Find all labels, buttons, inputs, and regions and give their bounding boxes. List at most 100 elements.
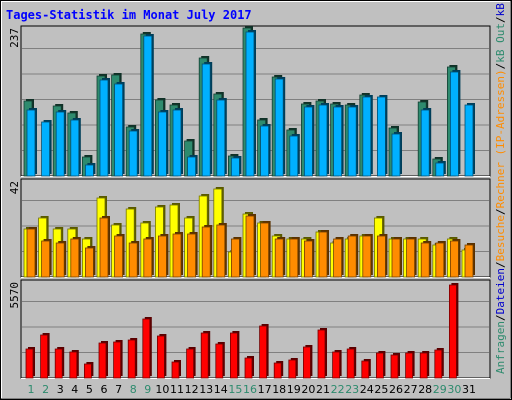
bar-middle-2-day-14 [216, 223, 227, 278]
bar-middle-2-day-1 [26, 227, 37, 278]
bar-top-2-day-11 [172, 108, 183, 177]
x-axis-day-labels: 1 2 3 4 5 6 7 8 9 10 11 12 13 14 15 16 17 18 19 20 21 22 23 24 2… [28, 383, 477, 396]
x-label-day-5: 5 [86, 383, 93, 396]
x-label-day-16: 16 [243, 383, 257, 396]
bar-bottom-3-day-8 [127, 338, 138, 379]
bar-bottom-3-day-27 [405, 351, 415, 379]
bar-top-2-day-14 [216, 98, 227, 177]
x-label-day-10: 10 [155, 383, 169, 396]
bar-top-2-day-18 [274, 77, 286, 177]
bar-bottom-3-day-28 [419, 351, 430, 379]
x-label-day-26: 26 [389, 383, 403, 396]
panel-kbytes-bars [25, 283, 459, 379]
legend-part-5: / [494, 208, 507, 215]
x-label-day-7: 7 [115, 383, 122, 396]
bar-bottom-3-day-22 [332, 350, 342, 379]
bar-bottom-3-day-16 [244, 356, 254, 379]
x-label-day-25: 25 [374, 383, 388, 396]
bar-top-2-day-9 [143, 34, 154, 177]
bar-top-2-day-10 [157, 110, 169, 177]
bar-bottom-3-day-13 [200, 331, 211, 379]
bar-top-2-day-29 [435, 161, 446, 177]
bar-bottom-3-day-1 [25, 347, 35, 379]
bar-bottom-3-day-19 [288, 358, 298, 379]
bar-top-2-day-6 [99, 78, 110, 177]
legend-part-9: / [494, 16, 507, 23]
bar-top-2-day-28 [420, 108, 432, 177]
x-label-day-9: 9 [144, 383, 151, 396]
bar-top-2-day-22 [333, 105, 344, 177]
bar-middle-2-day-17 [260, 221, 271, 278]
legend-part-2: Dateien [494, 268, 507, 314]
bar-middle-2-day-15 [230, 237, 242, 278]
legend-part-8: kB Out [494, 23, 507, 63]
bar-top-2-day-7 [114, 82, 125, 177]
bar-bottom-3-day-18 [273, 361, 284, 379]
bar-top-2-day-23 [347, 105, 359, 177]
x-label-day-23: 23 [345, 383, 359, 396]
bar-bottom-3-day-15 [229, 331, 240, 379]
bar-middle-2-day-30 [449, 239, 461, 278]
bar-top-2-day-17 [260, 124, 271, 177]
bar-middle-2-day-5 [85, 246, 96, 278]
panel-visits-hosts-max-label: 42 [8, 181, 21, 194]
bar-middle-2-day-13 [201, 225, 213, 278]
bar-bottom-3-day-10 [156, 334, 167, 379]
bar-bottom-3-day-26 [390, 353, 400, 379]
bar-bottom-3-day-24 [361, 359, 371, 379]
bar-bottom-3-day-12 [186, 347, 196, 379]
x-label-day-11: 11 [170, 383, 184, 396]
x-label-day-31: 31 [462, 383, 476, 396]
bar-bottom-3-day-21 [317, 328, 327, 379]
x-label-day-28: 28 [418, 383, 432, 396]
bar-top-2-day-21 [318, 103, 329, 177]
bar-top-2-day-8 [128, 129, 140, 177]
panel-visits-hosts-bars [23, 187, 475, 278]
bar-top-2-day-15 [230, 156, 242, 177]
bar-top-2-day-20 [303, 105, 315, 177]
bar-middle-2-day-27 [406, 237, 417, 278]
panel-kbytes: 5570 [8, 279, 491, 379]
bar-middle-2-day-23 [347, 234, 359, 278]
bar-bottom-3-day-20 [302, 345, 313, 379]
bar-middle-2-day-22 [333, 237, 344, 278]
panel-requests-files-max-label: 237 [8, 28, 21, 48]
bar-top-2-day-4 [70, 118, 81, 177]
bar-middle-2-day-12 [187, 232, 198, 278]
bar-bottom-3-day-7 [113, 340, 123, 379]
x-label-day-29: 29 [433, 383, 447, 396]
bar-bottom-3-day-14 [215, 342, 225, 379]
bar-bottom-3-day-5 [84, 362, 94, 379]
bar-middle-2-day-19 [289, 237, 300, 278]
bar-bottom-3-day-30 [448, 283, 459, 379]
bar-bottom-3-day-6 [98, 341, 108, 379]
bar-bottom-3-day-9 [142, 317, 152, 379]
bar-top-2-day-24 [362, 95, 373, 177]
bar-middle-2-day-4 [70, 237, 81, 278]
bar-middle-2-day-11 [172, 232, 183, 278]
chart-title: Tages-Statistik im Monat July 2017 [6, 8, 252, 22]
x-label-day-15: 15 [228, 383, 242, 396]
bar-middle-2-day-28 [420, 241, 432, 278]
legend-part-4: Besuche [494, 215, 507, 261]
legend-part-7: / [494, 63, 507, 70]
legend-part-6: Rechner (IP-Adressen) [494, 69, 507, 208]
bar-bottom-3-day-3 [54, 347, 65, 379]
bar-top-2-day-16 [245, 30, 256, 177]
bar-bottom-3-day-29 [434, 348, 444, 379]
x-label-day-1: 1 [28, 383, 35, 396]
x-label-day-2: 2 [42, 383, 49, 396]
x-label-day-4: 4 [71, 383, 78, 396]
bar-middle-2-day-3 [55, 241, 67, 278]
bar-middle-2-day-18 [274, 237, 286, 278]
bar-middle-2-day-31 [464, 243, 475, 278]
x-label-day-24: 24 [360, 383, 374, 396]
x-label-day-21: 21 [316, 383, 330, 396]
bar-bottom-3-day-17 [259, 324, 269, 379]
bar-middle-2-day-9 [143, 237, 154, 278]
x-label-day-18: 18 [272, 383, 286, 396]
bar-bottom-3-day-2 [40, 333, 50, 379]
bar-bottom-3-day-11 [171, 360, 181, 379]
bar-middle-2-day-26 [391, 237, 402, 278]
